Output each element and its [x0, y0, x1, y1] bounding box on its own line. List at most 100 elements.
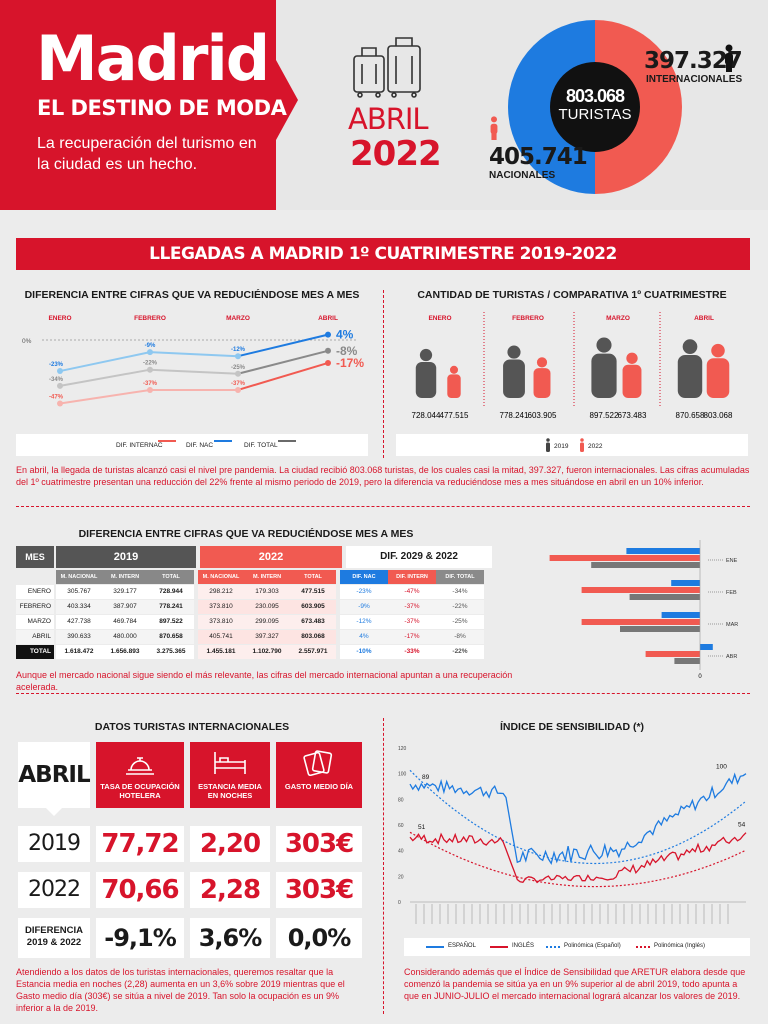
table-cell: 477.515 — [290, 585, 336, 599]
table-subheader: M. NACIONAL — [56, 570, 102, 584]
table-header-month: MES — [16, 546, 54, 568]
value-cell: 303€ — [276, 826, 362, 862]
page-tagline: La recuperación del turismo en la ciudad… — [37, 135, 257, 173]
value-label-2019: 728.044 — [412, 411, 441, 420]
value-text: -9,1% — [104, 924, 177, 952]
month-label: FEBRERO — [134, 315, 166, 322]
person-head — [536, 357, 548, 368]
nac-tourists-value: 405.741 — [489, 144, 588, 170]
row-label: ABRIL — [16, 630, 54, 644]
series-ingles — [409, 832, 747, 884]
data-point — [235, 353, 241, 360]
person-2019 — [677, 339, 703, 398]
y-tick: 60 — [398, 823, 404, 829]
data-point — [57, 400, 63, 407]
hbar — [645, 651, 700, 657]
data-point — [235, 386, 241, 393]
legend-label: 2022 — [588, 443, 603, 450]
table-cell: 230.095 — [244, 600, 290, 614]
hbar — [674, 658, 700, 664]
table-cell: 1.102.790 — [244, 645, 290, 659]
sensitivity-legend: ESPAÑOL INGLÉS Polinómica (Español) Poli… — [404, 938, 750, 956]
tile-occupancy: TASA DE OCUPACIÓN HOTELERA — [96, 742, 184, 808]
legend-label: DIF. NAC — [186, 442, 214, 449]
total-tourists: 803.068 — [565, 86, 625, 106]
value-cell: 77,72 — [96, 826, 184, 862]
table-cell: -22% — [436, 600, 484, 614]
legend-swatch — [546, 946, 560, 948]
data-label: -9% — [145, 343, 156, 349]
hbar — [591, 562, 700, 568]
table-cell: 373.810 — [198, 600, 244, 614]
data-point — [147, 349, 153, 356]
person-icon — [580, 438, 584, 452]
page-title: Madrid — [36, 22, 270, 95]
table-cell: 305.767 — [56, 585, 102, 599]
table-cell: 1.455.181 — [198, 645, 244, 659]
data-label: -34% — [49, 377, 64, 383]
table-cell: 403.334 — [56, 600, 102, 614]
person-body — [622, 364, 642, 398]
table-cell: 1.656.893 — [102, 645, 148, 659]
legend-label: ESPAÑOL — [448, 943, 476, 949]
y-tick: 40 — [398, 849, 404, 855]
person-body — [503, 359, 525, 398]
table-subheader: DIF. NAC — [340, 570, 388, 584]
person-body — [447, 374, 461, 398]
table-cell: 427.738 — [56, 615, 102, 629]
bed-icon — [214, 752, 246, 774]
table-cell: 897.522 — [148, 615, 194, 629]
hbar — [620, 626, 700, 632]
person-2022 — [533, 357, 551, 398]
trend-ingles — [409, 831, 747, 888]
month-label: ABRIL — [318, 315, 338, 322]
nac-tourists-label: NACIONALES — [489, 170, 556, 181]
row-label: MARZO — [16, 615, 54, 629]
series-segment — [149, 351, 239, 358]
person-head — [626, 352, 638, 364]
people-chart-title: CANTIDAD DE TURISTAS / COMPARATIVA 1º CU… — [417, 289, 727, 301]
series-segment — [237, 361, 329, 391]
data-label: -17% — [336, 356, 364, 370]
legend-swatch — [214, 440, 232, 442]
hbar — [581, 619, 700, 625]
value-text: 3,6% — [198, 924, 263, 952]
zero-label: 0 — [698, 674, 702, 680]
tile-stay: ESTANCIA MEDIA EN NOCHES — [190, 742, 270, 808]
reception-bell-icon — [126, 757, 154, 775]
value-cell: 70,66 — [96, 872, 184, 908]
divider — [16, 693, 750, 694]
hbar — [661, 612, 700, 618]
luggage-icon — [353, 37, 421, 98]
person-head — [507, 345, 521, 359]
legend-swatch — [278, 440, 296, 442]
title-panel-arrow — [276, 60, 298, 140]
annotation: 51 — [418, 824, 426, 831]
table-cell: 603.905 — [290, 600, 336, 614]
data-label: -22% — [143, 361, 158, 367]
value-cell: 2,28 — [190, 872, 270, 908]
month-label: MARZO — [606, 315, 630, 322]
series-segment — [237, 349, 329, 375]
value-cell: -9,1% — [96, 918, 184, 958]
y-tick: 80 — [398, 797, 404, 803]
legend-swatch — [426, 946, 444, 948]
month-label: ENERO — [428, 315, 451, 322]
table-cell: 1.618.472 — [56, 645, 102, 659]
person-icon — [490, 116, 498, 140]
category-label: MAR — [726, 622, 738, 628]
table-subheader: TOTAL — [148, 570, 194, 584]
table-subheader: M. NACIONAL — [198, 570, 244, 584]
annotation: 89 — [422, 774, 430, 781]
table-cell: 870.658 — [148, 630, 194, 644]
table-cell: -12% — [340, 615, 388, 629]
row-label-2022: 2022 — [18, 872, 90, 908]
data-label: -12% — [231, 347, 246, 353]
row-label: ENERO — [16, 585, 54, 599]
hbar — [626, 548, 700, 554]
table-cell: 3.275.365 — [148, 645, 194, 659]
legend-swatch — [636, 946, 650, 948]
data-point — [325, 347, 331, 354]
table-cell: 4% — [340, 630, 388, 644]
diff-line-chart: 0% ENERO FEBRERO MARZO ABRIL -47% -37% -37% -17%… — [22, 315, 364, 407]
